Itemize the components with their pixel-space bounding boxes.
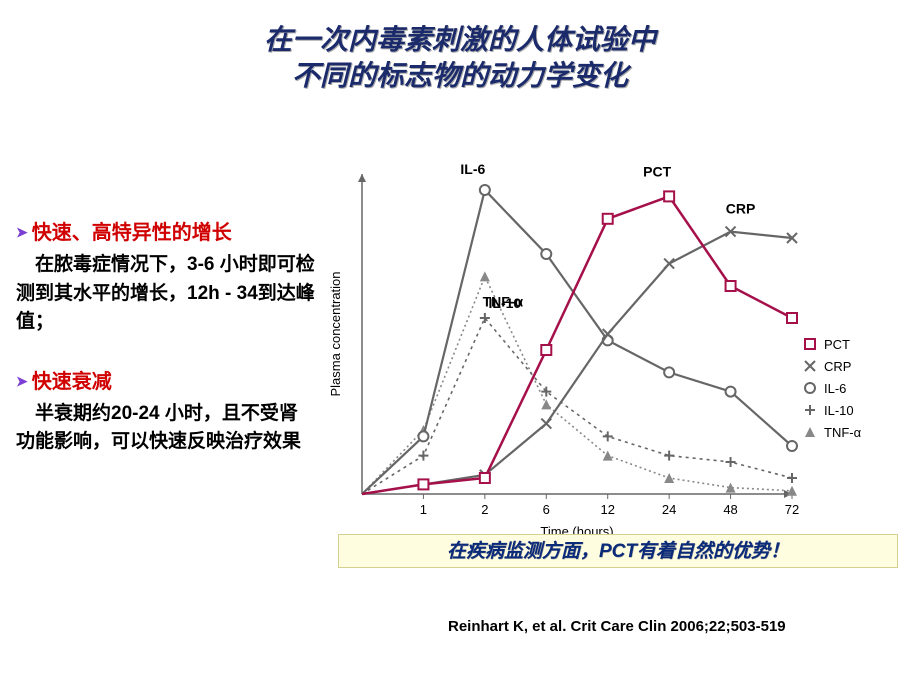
svg-text:6: 6 bbox=[543, 502, 550, 517]
svg-text:CRP: CRP bbox=[726, 201, 756, 217]
body-1: 在脓毒症情况下，3-6 小时即可检测到其水平的增长，12h - 34到达峰值； bbox=[16, 251, 316, 337]
svg-text:TNF-α: TNF-α bbox=[824, 425, 862, 440]
svg-text:PCT: PCT bbox=[643, 163, 671, 179]
svg-text:48: 48 bbox=[723, 502, 737, 517]
slide-title: 在一次内毒素刺激的人体试验中 不同的标志物的动力学变化 bbox=[0, 0, 920, 95]
body-2: 半衰期约20-24 小时，且不受肾功能影响，可以快速反映治疗效果 bbox=[16, 400, 316, 457]
svg-text:TNF-α: TNF-α bbox=[483, 293, 524, 309]
citation-text: Reinhart K, et al. Crit Care Clin 2006;2… bbox=[448, 618, 878, 635]
svg-text:CRP: CRP bbox=[824, 359, 851, 374]
bullet-1: 快速、高特异性的增长 bbox=[16, 216, 316, 245]
svg-text:IL-6: IL-6 bbox=[460, 161, 485, 177]
svg-text:IL-10: IL-10 bbox=[824, 403, 854, 418]
highlight-callout: 在疾病监测方面，PCT有着自然的优势！ bbox=[338, 534, 898, 568]
svg-text:2: 2 bbox=[481, 502, 488, 517]
bullet-2: 快速衰减 bbox=[16, 365, 316, 394]
svg-text:12: 12 bbox=[600, 502, 614, 517]
left-text-panel: 快速、高特异性的增长 在脓毒症情况下，3-6 小时即可检测到其水平的增长，12h… bbox=[16, 216, 316, 457]
svg-text:IL-6: IL-6 bbox=[824, 381, 846, 396]
title-line-2: 不同的标志物的动力学变化 bbox=[0, 58, 920, 94]
kinetics-chart: 12612244872Time (hours)Plasma concentrat… bbox=[320, 160, 920, 540]
title-line-1: 在一次内毒素刺激的人体试验中 bbox=[0, 22, 920, 58]
svg-text:72: 72 bbox=[785, 502, 799, 517]
svg-text:24: 24 bbox=[662, 502, 676, 517]
svg-text:PCT: PCT bbox=[824, 337, 850, 352]
chart-svg: 12612244872Time (hours)Plasma concentrat… bbox=[320, 160, 920, 540]
svg-text:Plasma concentration: Plasma concentration bbox=[328, 271, 343, 396]
svg-text:1: 1 bbox=[420, 502, 427, 517]
